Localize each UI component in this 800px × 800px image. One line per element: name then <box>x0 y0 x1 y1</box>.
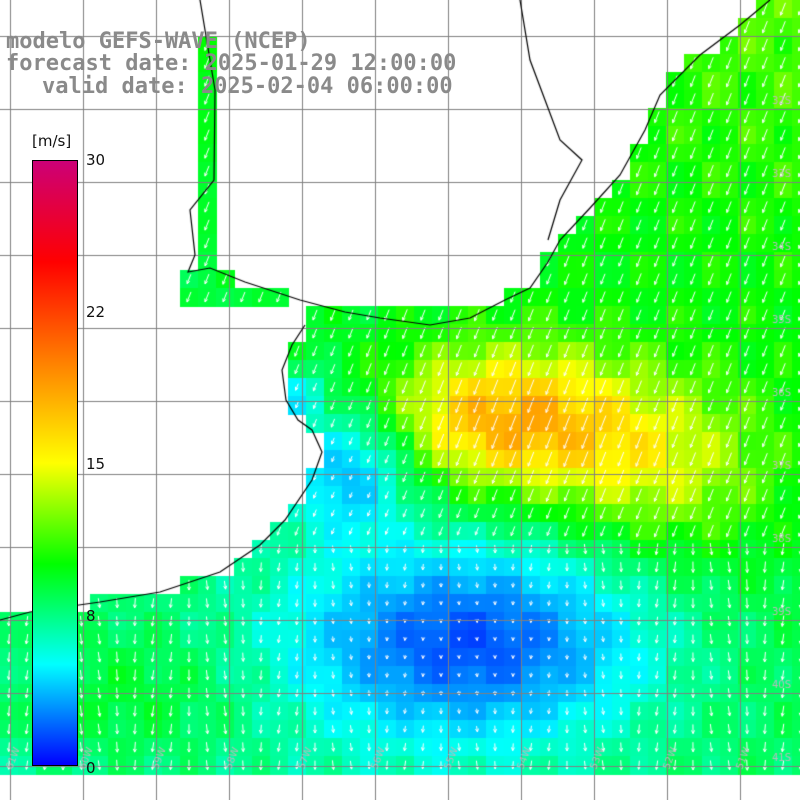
colorbar-tick-8: 8 <box>86 607 96 625</box>
colorbar-tick-30: 30 <box>86 151 106 169</box>
colorbar-tick-0: 0 <box>86 759 96 777</box>
colorbar-tick-22: 22 <box>86 303 106 321</box>
colorbar-tick-15: 15 <box>86 455 106 473</box>
colorbar <box>32 160 78 766</box>
valid-date: valid date: 2025-02-04 06:00:00 <box>42 74 453 99</box>
colorbar-unit: [m/s] <box>32 132 72 150</box>
model-title: modelo GEFS-WAVE (NCEP) <box>6 29 311 54</box>
forecast-date: forecast date: 2025-01-29 12:00:00 <box>6 51 457 76</box>
